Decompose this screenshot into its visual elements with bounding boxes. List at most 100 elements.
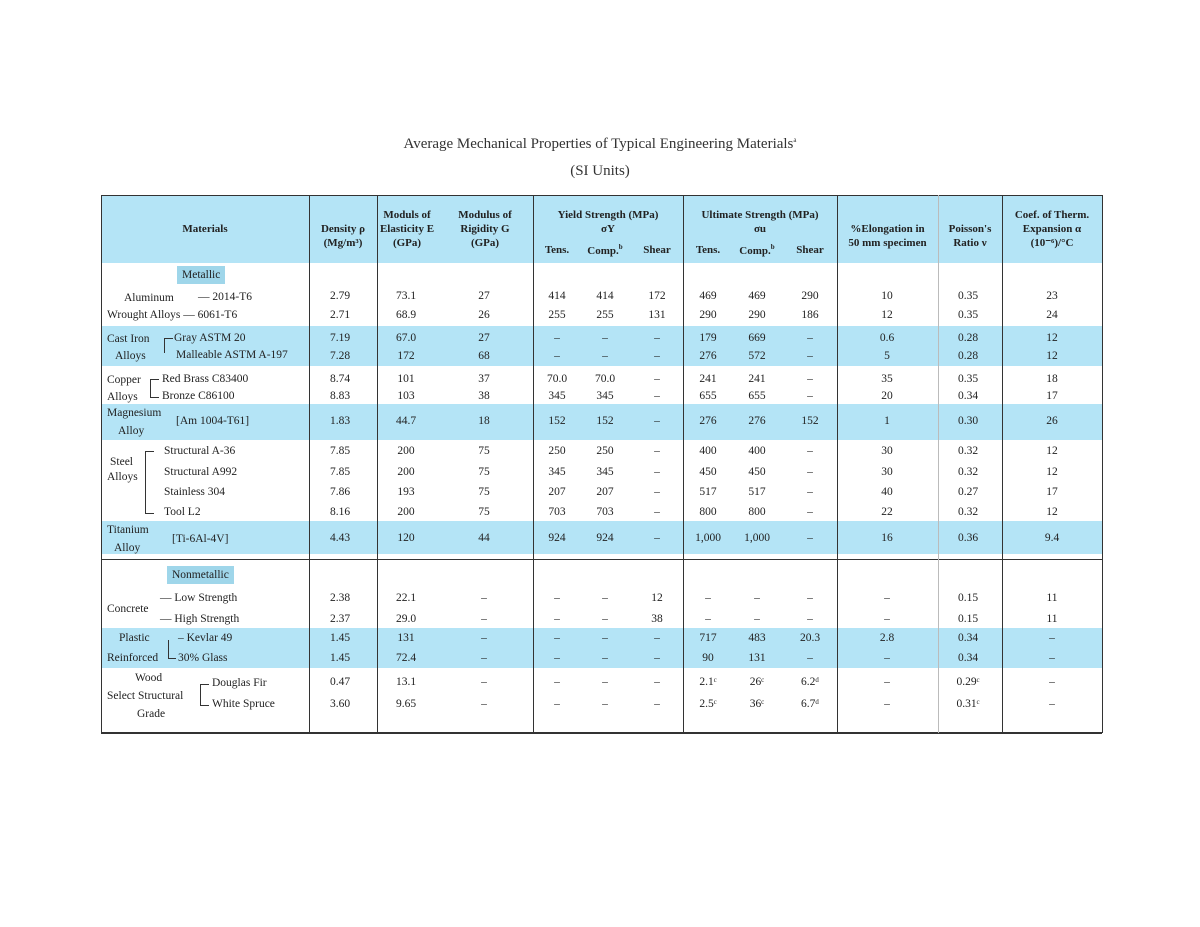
- cell-yield-shear: –: [654, 652, 660, 664]
- cell-elongation: 10: [881, 290, 893, 302]
- cell-ult-comp: 241: [748, 373, 766, 385]
- cell-ult-tens: 655: [699, 390, 717, 402]
- cell-poisson: 0.31ᶜ: [956, 698, 980, 710]
- cell-elasticity: 72.4: [395, 652, 417, 664]
- material-malleable: Malleable ASTM A-197: [176, 349, 288, 361]
- cell-yield-shear: –: [654, 332, 660, 344]
- cell-ult-comp: 469: [748, 290, 766, 302]
- cell-ult-shear: –: [807, 532, 813, 544]
- cell-ult-tens: 276: [699, 350, 717, 362]
- cell-thermal: –: [1049, 632, 1055, 644]
- cell-ult-comp: 36ᶜ: [749, 698, 765, 710]
- cell-ult-tens: 2.5ᶜ: [699, 698, 717, 710]
- cell-elasticity: 200: [397, 466, 415, 478]
- cell-poisson: 0.32: [957, 466, 979, 478]
- material-red-brass: Red Brass C83400: [162, 373, 249, 385]
- cell-poisson: 0.34: [957, 652, 979, 664]
- cell-ult-shear: 6.7ᵈ: [801, 698, 819, 710]
- cell-elasticity: 73.1: [395, 290, 417, 302]
- cell-elongation: 1: [884, 415, 890, 427]
- cell-ult-comp: –: [754, 613, 760, 625]
- cell-poisson: 0.29ᶜ: [956, 676, 980, 688]
- cell-thermal: 12: [1046, 350, 1058, 362]
- cell-ult-tens: 290: [699, 309, 717, 321]
- cell-thermal: 12: [1046, 332, 1058, 344]
- material-high-strength: — High Strength: [160, 613, 240, 625]
- cell-rigidity: 27: [478, 290, 490, 302]
- band-plastic: [101, 628, 1102, 668]
- cell-elongation: 16: [881, 532, 893, 544]
- cell-yield-comp: –: [602, 592, 608, 604]
- cell-ult-shear: –: [807, 445, 813, 457]
- cell-yield-tens: 345: [548, 390, 566, 402]
- rule: [533, 195, 534, 733]
- cell-yield-tens: 255: [548, 309, 566, 321]
- cell-poisson: 0.35: [957, 309, 979, 321]
- group-magnesium-2: Alloy: [118, 425, 145, 437]
- cell-thermal: 18: [1046, 373, 1058, 385]
- cell-ult-tens: 241: [699, 373, 717, 385]
- group-plastic: Plastic: [119, 632, 150, 644]
- material-kevlar-49: – Kevlar 49: [178, 632, 233, 644]
- cell-density: 8.16: [329, 506, 351, 518]
- cell-elongation: 12: [881, 309, 893, 321]
- bracket: [150, 379, 159, 398]
- cell-ult-shear: –: [807, 652, 813, 664]
- cell-yield-tens: –: [554, 632, 560, 644]
- header-elongation: %Elongation in 50 mm specimen: [848, 223, 927, 249]
- cell-yield-comp: –: [602, 613, 608, 625]
- material-white-spruce: White Spruce: [212, 698, 275, 710]
- cell-ult-tens: 469: [699, 290, 717, 302]
- cell-elongation: 20: [881, 390, 893, 402]
- section-divider: [101, 559, 1102, 560]
- table-subtitle: (SI Units): [570, 163, 630, 179]
- cell-elasticity: 9.65: [395, 698, 417, 710]
- cell-thermal: 26: [1046, 415, 1058, 427]
- header-ultimate: Ultimate Strength (MPa) σu: [701, 209, 819, 235]
- cell-elasticity: 200: [397, 445, 415, 457]
- cell-poisson: 0.15: [957, 592, 979, 604]
- cell-yield-comp: 703: [596, 506, 614, 518]
- cell-yield-tens: 152: [548, 415, 566, 427]
- cell-thermal: 11: [1046, 613, 1058, 625]
- cell-yield-tens: 70.0: [546, 373, 568, 385]
- cell-poisson: 0.36: [957, 532, 979, 544]
- group-cast-iron: Cast Iron: [107, 333, 150, 345]
- cell-yield-shear: –: [654, 676, 660, 688]
- cell-elongation: 22: [881, 506, 893, 518]
- cell-elasticity: 22.1: [395, 592, 417, 604]
- cell-thermal: 12: [1046, 466, 1058, 478]
- cell-yield-shear: –: [654, 373, 660, 385]
- cell-ult-tens: 717: [699, 632, 717, 644]
- cell-yield-shear: –: [654, 532, 660, 544]
- bracket: [145, 451, 154, 514]
- cell-density: 1.83: [329, 415, 351, 427]
- cell-yield-tens: –: [554, 652, 560, 664]
- cell-poisson: 0.35: [957, 373, 979, 385]
- cell-ult-shear: 290: [801, 290, 819, 302]
- subheader-tens: Tens.: [695, 244, 721, 256]
- cell-ult-shear: –: [807, 613, 813, 625]
- cell-density: 4.43: [329, 532, 351, 544]
- material-ti6al4v: [Ti-6Al-4V]: [172, 533, 229, 545]
- cell-ult-shear: –: [807, 350, 813, 362]
- cell-ult-tens: 276: [699, 415, 717, 427]
- rule: [683, 195, 684, 733]
- cell-density: 2.38: [329, 592, 351, 604]
- section-metallic: Metallic: [177, 266, 226, 284]
- cell-ult-shear: –: [807, 592, 813, 604]
- cell-yield-shear: 131: [648, 309, 666, 321]
- cell-thermal: –: [1049, 676, 1055, 688]
- cell-ult-comp: 572: [748, 350, 766, 362]
- header-elasticity: Moduls of Elasticity E (GPa): [379, 209, 435, 249]
- rule: [101, 195, 102, 733]
- group-wood: Wood: [135, 672, 163, 684]
- cell-poisson: 0.15: [957, 613, 979, 625]
- group-wood-3: Grade: [137, 708, 166, 720]
- cell-elasticity: 67.0: [395, 332, 417, 344]
- cell-density: 8.83: [329, 390, 351, 402]
- cell-ult-tens: 517: [699, 486, 717, 498]
- cell-rigidity: 26: [478, 309, 490, 321]
- cell-yield-comp: 207: [596, 486, 614, 498]
- group-titanium: Titanium: [107, 524, 149, 536]
